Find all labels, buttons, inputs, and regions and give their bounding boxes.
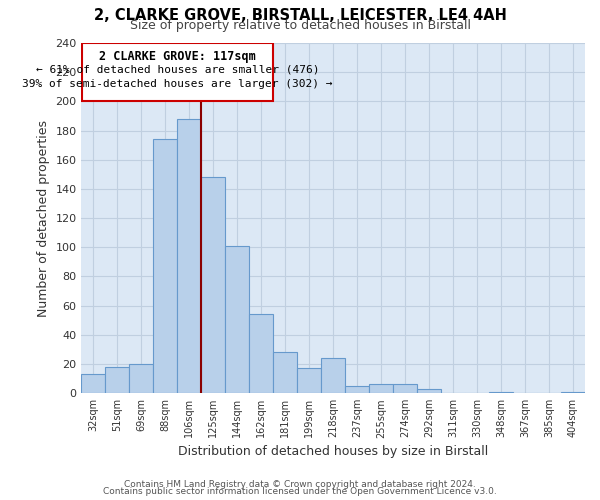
Bar bbox=[321, 358, 345, 393]
Bar bbox=[273, 352, 297, 393]
Y-axis label: Number of detached properties: Number of detached properties bbox=[37, 120, 50, 316]
Bar bbox=[226, 246, 250, 393]
Text: 2, CLARKE GROVE, BIRSTALL, LEICESTER, LE4 4AH: 2, CLARKE GROVE, BIRSTALL, LEICESTER, LE… bbox=[94, 8, 506, 22]
Bar bbox=[297, 368, 321, 393]
Text: 2 CLARKE GROVE: 117sqm: 2 CLARKE GROVE: 117sqm bbox=[99, 50, 256, 64]
Bar bbox=[345, 386, 369, 393]
Text: Contains public sector information licensed under the Open Government Licence v3: Contains public sector information licen… bbox=[103, 487, 497, 496]
Bar bbox=[369, 384, 393, 393]
Bar bbox=[82, 374, 106, 393]
X-axis label: Distribution of detached houses by size in Birstall: Distribution of detached houses by size … bbox=[178, 444, 488, 458]
Text: Size of property relative to detached houses in Birstall: Size of property relative to detached ho… bbox=[130, 19, 470, 32]
Text: Contains HM Land Registry data © Crown copyright and database right 2024.: Contains HM Land Registry data © Crown c… bbox=[124, 480, 476, 489]
Bar bbox=[393, 384, 417, 393]
Bar bbox=[561, 392, 585, 393]
Bar bbox=[130, 364, 154, 393]
Text: 39% of semi-detached houses are larger (302) →: 39% of semi-detached houses are larger (… bbox=[22, 80, 333, 90]
Bar bbox=[489, 392, 513, 393]
Bar bbox=[154, 140, 178, 393]
Bar bbox=[82, 43, 273, 102]
Bar bbox=[250, 314, 273, 393]
Text: ← 61% of detached houses are smaller (476): ← 61% of detached houses are smaller (47… bbox=[36, 65, 319, 75]
Bar bbox=[417, 389, 441, 393]
Bar bbox=[202, 177, 226, 393]
Bar bbox=[106, 367, 130, 393]
Bar bbox=[178, 119, 202, 393]
